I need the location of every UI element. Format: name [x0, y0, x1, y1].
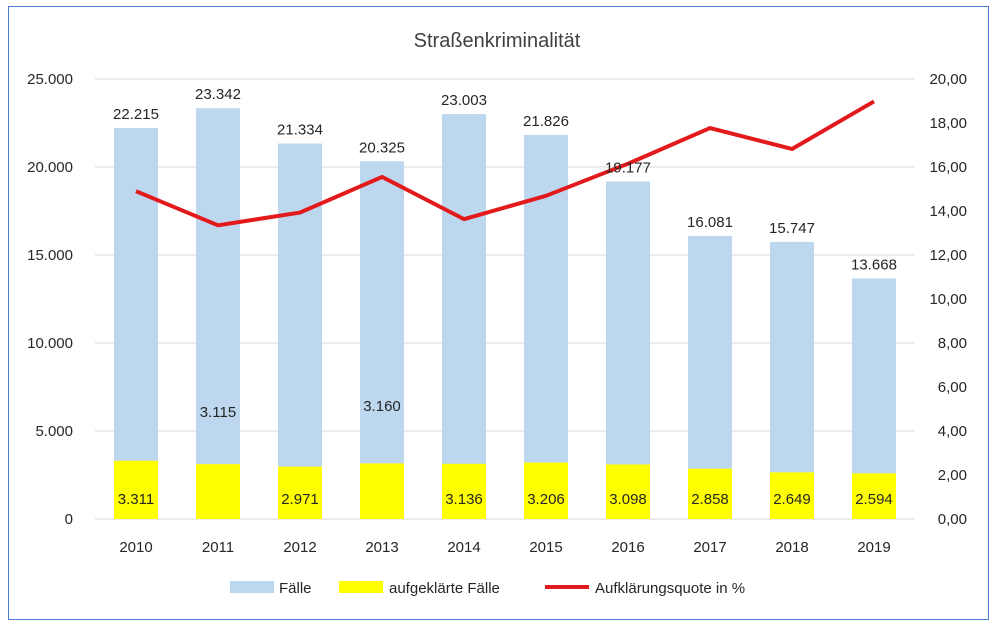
data-label-faelle: 20.325 [359, 139, 405, 156]
data-label-aufgeklaerte: 3.206 [527, 491, 565, 508]
right-tick-label: 20,00 [929, 71, 967, 88]
data-label-aufgeklaerte: 3.115 [200, 404, 236, 421]
bar-faelle [196, 108, 240, 520]
right-tick-label: 0,00 [938, 511, 967, 528]
bar-aufgeklaerte-faelle [852, 473, 896, 519]
x-tick-label: 2010 [119, 539, 152, 556]
left-tick-label: 20.000 [27, 159, 73, 176]
right-tick-label: 8,00 [938, 335, 967, 352]
series-line [135, 99, 876, 228]
data-label-faelle: 21.334 [277, 122, 323, 139]
bar-aufgeklaerte-faelle [442, 463, 486, 519]
bar-faelle [278, 143, 322, 519]
legend-swatch-aufgeklaerte [339, 581, 383, 593]
bar-aufgeklaerte-faelle [606, 464, 650, 519]
bar-faelle [360, 161, 404, 519]
bar-aufgeklaerte-faelle [278, 466, 322, 519]
data-labels-faelle: 22.215 23.342 21.334 20.325 23.003 21.826 19.1… [113, 86, 897, 273]
legend-label-quote: Aufklärungsquote in % [595, 580, 745, 597]
data-label-aufgeklaerte: 3.160 [363, 398, 401, 415]
bar-aufgeklaerte-faelle [114, 460, 158, 519]
left-axis-ticks: 0 5.000 10.000 15.000 20.000 25.000 [27, 71, 73, 528]
data-label-faelle: 15.747 [769, 220, 815, 237]
legend: Fälle aufgeklärte Fälle Aufklärungsquote… [230, 580, 745, 597]
chart-title: Straßenkriminalität [414, 30, 581, 52]
legend-swatch-faelle [230, 581, 274, 593]
data-label-faelle: 23.003 [441, 92, 487, 109]
right-tick-label: 4,00 [938, 423, 967, 440]
data-label-faelle: 16.081 [687, 214, 733, 231]
legend-label-aufgeklaerte: aufgeklärte Fälle [389, 580, 500, 597]
bar-aufgeklaerte-faelle [770, 472, 814, 519]
data-label-aufgeklaerte: 3.098 [609, 491, 647, 508]
x-tick-label: 2011 [202, 539, 234, 556]
data-labels-aufgeklaerte: 3.311 3.115 2.971 3.160 3.136 3.206 3.098 2.858… [118, 398, 893, 508]
data-label-aufgeklaerte: 2.649 [773, 491, 811, 508]
chart-canvas: Straßenkriminalität 22.215 23.342 21.334 20… [27, 30, 967, 597]
bar-faelle [114, 128, 158, 519]
x-axis-ticks: 2010 2011 2012 2013 2014 2015 2016 2017 2018 2019 [119, 539, 890, 556]
left-tick-label: 0 [65, 511, 73, 528]
data-label-aufgeklaerte: 3.136 [445, 491, 483, 508]
right-tick-label: 14,00 [929, 203, 967, 220]
data-label-aufgeklaerte: 2.858 [691, 491, 729, 508]
left-tick-label: 5.000 [35, 423, 73, 440]
right-tick-label: 16,00 [929, 159, 967, 176]
chart-frame: Straßenkriminalität 22.215 23.342 21.334 20… [8, 6, 989, 620]
x-tick-label: 2013 [365, 539, 398, 556]
right-tick-label: 12,00 [929, 247, 967, 264]
bar-aufgeklaerte-faelle [524, 462, 568, 519]
x-tick-label: 2012 [283, 539, 316, 556]
bar-faelle [524, 134, 568, 519]
bar-faelle [442, 114, 486, 519]
right-tick-label: 6,00 [938, 379, 967, 396]
bar-aufgeklaerte-faelle [688, 468, 732, 519]
line-aufklaerungsquote [135, 99, 876, 228]
data-label-faelle: 21.826 [523, 113, 569, 130]
bar-aufgeklaerte-faelle [360, 463, 404, 519]
right-tick-label: 18,00 [929, 115, 967, 132]
bars-aufgeklaerte-faelle [114, 460, 896, 519]
x-tick-label: 2018 [775, 539, 808, 556]
x-tick-label: 2016 [611, 539, 644, 556]
x-tick-label: 2017 [693, 539, 726, 556]
left-tick-label: 10.000 [27, 335, 73, 352]
right-axis-ticks: 0,00 2,00 4,00 6,00 8,00 10,00 12,00 14,00 16,00… [929, 71, 967, 528]
data-label-faelle: 23.342 [195, 86, 241, 103]
data-label-aufgeklaerte: 2.971 [281, 491, 319, 508]
right-tick-label: 2,00 [938, 467, 967, 484]
left-tick-label: 25.000 [27, 71, 73, 88]
x-tick-label: 2019 [857, 539, 890, 556]
right-tick-label: 10,00 [929, 291, 967, 308]
legend-label-faelle: Fälle [279, 580, 312, 597]
x-tick-label: 2015 [529, 539, 562, 556]
data-label-aufgeklaerte: 3.311 [118, 491, 154, 508]
data-label-aufgeklaerte: 2.594 [855, 491, 893, 508]
data-label-faelle: 22.215 [113, 106, 159, 123]
left-tick-label: 15.000 [27, 247, 73, 264]
x-tick-label: 2014 [447, 539, 480, 556]
data-label-faelle: 19.177 [605, 159, 651, 176]
bar-faelle [606, 181, 650, 519]
bar-aufgeklaerte-faelle [196, 464, 240, 519]
data-label-faelle: 13.668 [851, 256, 897, 273]
bars-faelle [114, 108, 896, 520]
